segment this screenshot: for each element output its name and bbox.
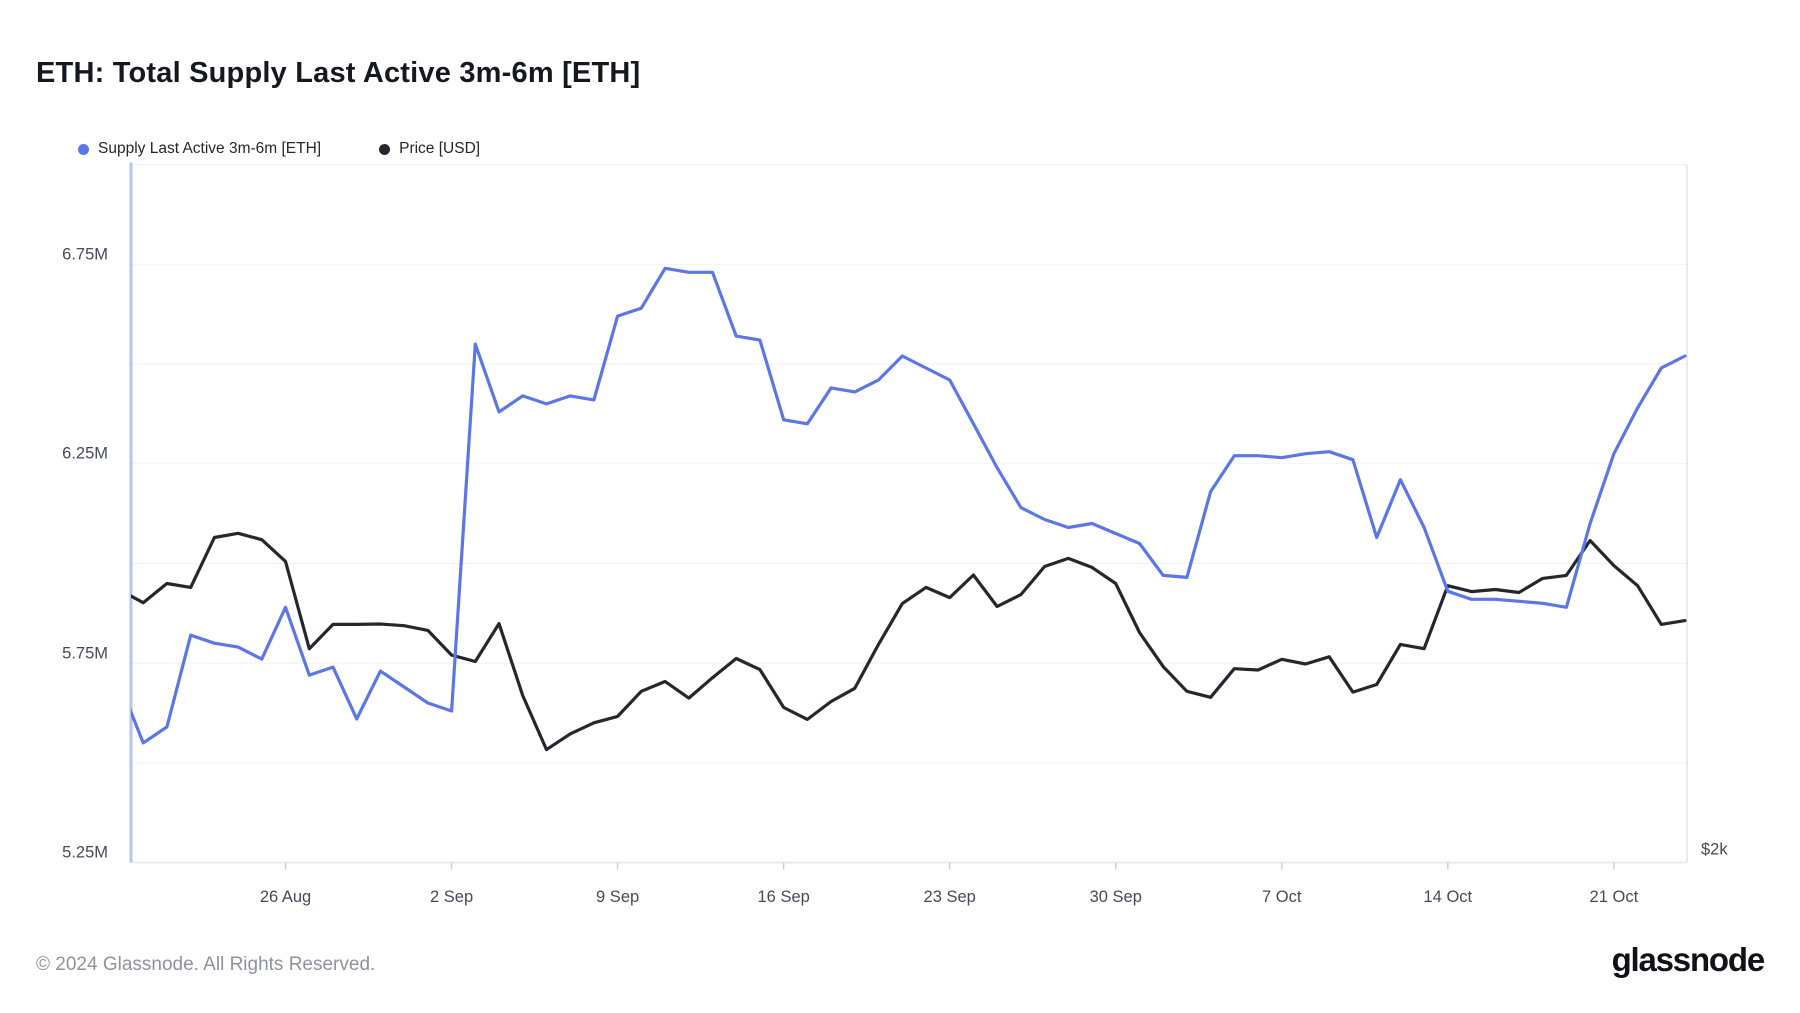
x-axis-label: 26 Aug (259, 888, 312, 906)
x-axis-label: 30 Sep (1089, 888, 1142, 906)
price-line[interactable] (120, 531, 1687, 752)
price-axis-min-label: $2k (1701, 840, 1728, 859)
supply-line[interactable] (120, 266, 1687, 745)
y-axis-label: 5.75M (62, 644, 108, 663)
legend-item-supply[interactable]: Supply Last Active 3m-6m [ETH] (78, 140, 321, 158)
copyright-text: © 2024 Glassnode. All Rights Reserved. (36, 954, 376, 975)
legend-item-price[interactable]: Price [USD] (379, 140, 480, 158)
legend-item-price-label: Price [USD] (399, 140, 481, 157)
x-axis-label: 21 Oct (1589, 888, 1639, 906)
price-series-dot-icon (379, 143, 391, 155)
x-axis-label: 23 Sep (923, 888, 976, 906)
y-axis-label: 5.25M (62, 843, 108, 862)
glassnode-logo[interactable]: glassnode (1611, 941, 1766, 978)
x-axis-label: 7 Oct (1262, 888, 1302, 906)
legend-item-supply-label: Supply Last Active 3m-6m [ETH] (98, 140, 322, 157)
chart-legend: Supply Last Active 3m-6m [ETH] Price [US… (78, 140, 480, 158)
x-axis-label: 14 Oct (1423, 888, 1473, 906)
page-title: ETH: Total Supply Last Active 3m-6m [ETH… (36, 57, 641, 90)
y-axis-label: 6.75M (62, 245, 108, 264)
x-axis-label: 9 Sep (596, 888, 640, 906)
y-axis-label: 6.25M (62, 444, 108, 463)
x-axis-label: 2 Sep (430, 888, 474, 906)
x-axis-label: 16 Sep (757, 888, 810, 906)
supply-series-dot-icon (78, 143, 89, 155)
